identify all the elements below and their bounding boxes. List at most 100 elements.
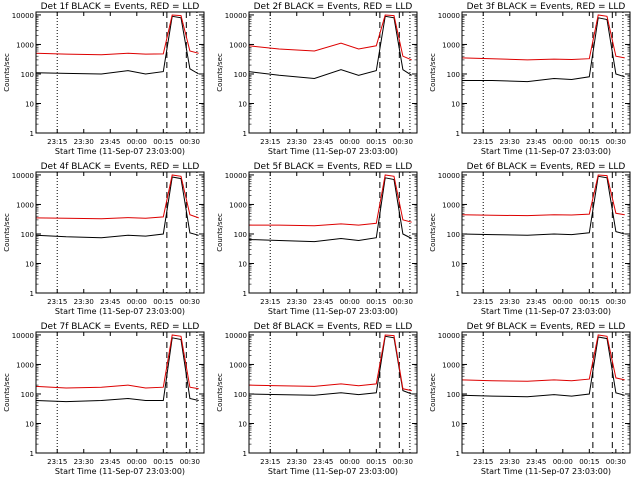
plot-frame (248, 331, 418, 454)
y-tick-label: 1 (30, 130, 34, 138)
x-tick-label: 23:45 (526, 298, 546, 306)
plot-frame (248, 11, 418, 134)
y-tick-label: 1000 (442, 201, 460, 209)
events-series-line (35, 337, 199, 403)
x-tick-label: 00:15 (153, 138, 173, 146)
lld-series-line (461, 174, 625, 217)
x-tick-label: 00:30 (606, 298, 626, 306)
y-tick-label: 1 (30, 290, 34, 298)
y-tick-label: 10 (451, 420, 460, 428)
plot-frame (461, 331, 631, 454)
events-series-line (248, 15, 412, 80)
y-axis-label: Counts/sec (216, 213, 224, 252)
y-tick-label: 10000 (438, 172, 460, 180)
x-axis-label: Start Time (11-Sep-07 23:03:00) (268, 307, 398, 316)
y-tick-label: 1000 (442, 41, 460, 49)
x-tick-label: 23:45 (313, 138, 333, 146)
y-tick-label: 100 (234, 71, 247, 79)
y-tick-label: 10 (25, 100, 34, 108)
x-tick-label: 00:00 (127, 298, 147, 306)
y-tick-label: 10 (451, 260, 460, 268)
x-axis-label: Start Time (11-Sep-07 23:03:00) (268, 467, 398, 476)
plot-frame (35, 171, 205, 294)
x-tick-label: 00:00 (340, 138, 360, 146)
x-axis-label: Start Time (11-Sep-07 23:03:00) (481, 147, 611, 156)
x-tick-label: 23:15 (473, 298, 493, 306)
x-axis-label: Start Time (11-Sep-07 23:03:00) (55, 147, 185, 156)
chart-title: Det 4f BLACK = Events, RED = LLD (41, 162, 200, 172)
x-tick-label: 00:00 (340, 298, 360, 306)
y-tick-label: 10 (238, 420, 247, 428)
chart-title: Det 3f BLACK = Events, RED = LLD (467, 2, 626, 12)
x-tick-label: 23:30 (287, 458, 307, 466)
y-tick-label: 10 (451, 100, 460, 108)
x-tick-label: 23:45 (313, 298, 333, 306)
chart-title: Det 5f BLACK = Events, RED = LLD (254, 162, 413, 172)
x-tick-label: 00:15 (579, 298, 599, 306)
x-tick-label: 23:15 (473, 138, 493, 146)
x-tick-label: 23:15 (260, 138, 280, 146)
plot-frame (461, 11, 631, 134)
x-tick-label: 23:15 (47, 458, 67, 466)
plot-frame (35, 11, 205, 134)
x-tick-label: 00:15 (153, 298, 173, 306)
chart-title: Det 1f BLACK = Events, RED = LLD (41, 2, 200, 12)
lld-series-line (35, 334, 199, 390)
chart-panel: Det 6f BLACK = Events, RED = LLD Counts/s… (429, 162, 631, 316)
x-tick-label: 23:30 (287, 298, 307, 306)
x-tick-label: 23:30 (287, 138, 307, 146)
chart-panel: Det 2f BLACK = Events, RED = LLD Counts/s… (216, 2, 418, 156)
x-tick-label: 23:15 (260, 458, 280, 466)
x-axis-label: Start Time (11-Sep-07 23:03:00) (481, 307, 611, 316)
y-axis-label: Counts/sec (3, 213, 11, 252)
y-tick-label: 100 (21, 391, 34, 399)
x-tick-label: 00:30 (180, 458, 200, 466)
chart-panel: Det 5f BLACK = Events, RED = LLD Counts/s… (216, 162, 418, 316)
y-axis-label: Counts/sec (429, 213, 437, 252)
y-tick-label: 1 (243, 450, 247, 458)
lld-series-line (461, 14, 625, 61)
events-series-line (461, 175, 625, 236)
x-tick-label: 23:30 (500, 138, 520, 146)
y-tick-label: 10 (238, 100, 247, 108)
y-tick-label: 1000 (229, 41, 247, 49)
y-tick-label: 10000 (225, 172, 247, 180)
y-tick-label: 100 (21, 71, 34, 79)
x-tick-label: 23:30 (74, 298, 94, 306)
lld-series-line (248, 14, 412, 61)
x-tick-label: 00:30 (180, 138, 200, 146)
x-tick-label: 00:30 (180, 298, 200, 306)
x-tick-label: 23:15 (473, 458, 493, 466)
y-axis-label: Counts/sec (429, 373, 437, 412)
chart-title: Det 2f BLACK = Events, RED = LLD (254, 2, 413, 12)
chart-title: Det 9f BLACK = Events, RED = LLD (467, 322, 626, 332)
y-tick-label: 10 (25, 420, 34, 428)
x-tick-label: 00:15 (153, 458, 173, 466)
x-tick-label: 00:15 (366, 298, 386, 306)
y-axis-label: Counts/sec (3, 53, 11, 92)
x-tick-label: 23:45 (100, 298, 120, 306)
lld-series-line (35, 174, 199, 220)
y-tick-label: 100 (234, 391, 247, 399)
y-tick-label: 1000 (16, 41, 34, 49)
x-tick-label: 00:15 (366, 138, 386, 146)
x-axis-label: Start Time (11-Sep-07 23:03:00) (268, 147, 398, 156)
chart-title: Det 6f BLACK = Events, RED = LLD (467, 162, 626, 172)
y-tick-label: 10000 (438, 332, 460, 340)
events-series-line (248, 335, 412, 396)
x-tick-label: 23:30 (500, 458, 520, 466)
y-axis-label: Counts/sec (429, 53, 437, 92)
chart-panel: Det 8f BLACK = Events, RED = LLD Counts/s… (216, 322, 418, 476)
x-tick-label: 00:00 (553, 458, 573, 466)
x-tick-label: 23:15 (47, 298, 67, 306)
x-tick-label: 00:00 (127, 138, 147, 146)
y-tick-label: 10000 (225, 12, 247, 20)
y-tick-label: 1 (456, 450, 460, 458)
y-tick-label: 1 (30, 450, 34, 458)
x-tick-label: 23:45 (100, 138, 120, 146)
x-tick-label: 00:30 (393, 458, 413, 466)
chart-panel: Det 4f BLACK = Events, RED = LLD Counts/s… (3, 162, 205, 316)
x-tick-label: 23:30 (500, 298, 520, 306)
chart-panel: Det 1f BLACK = Events, RED = LLD Counts/s… (3, 2, 205, 156)
